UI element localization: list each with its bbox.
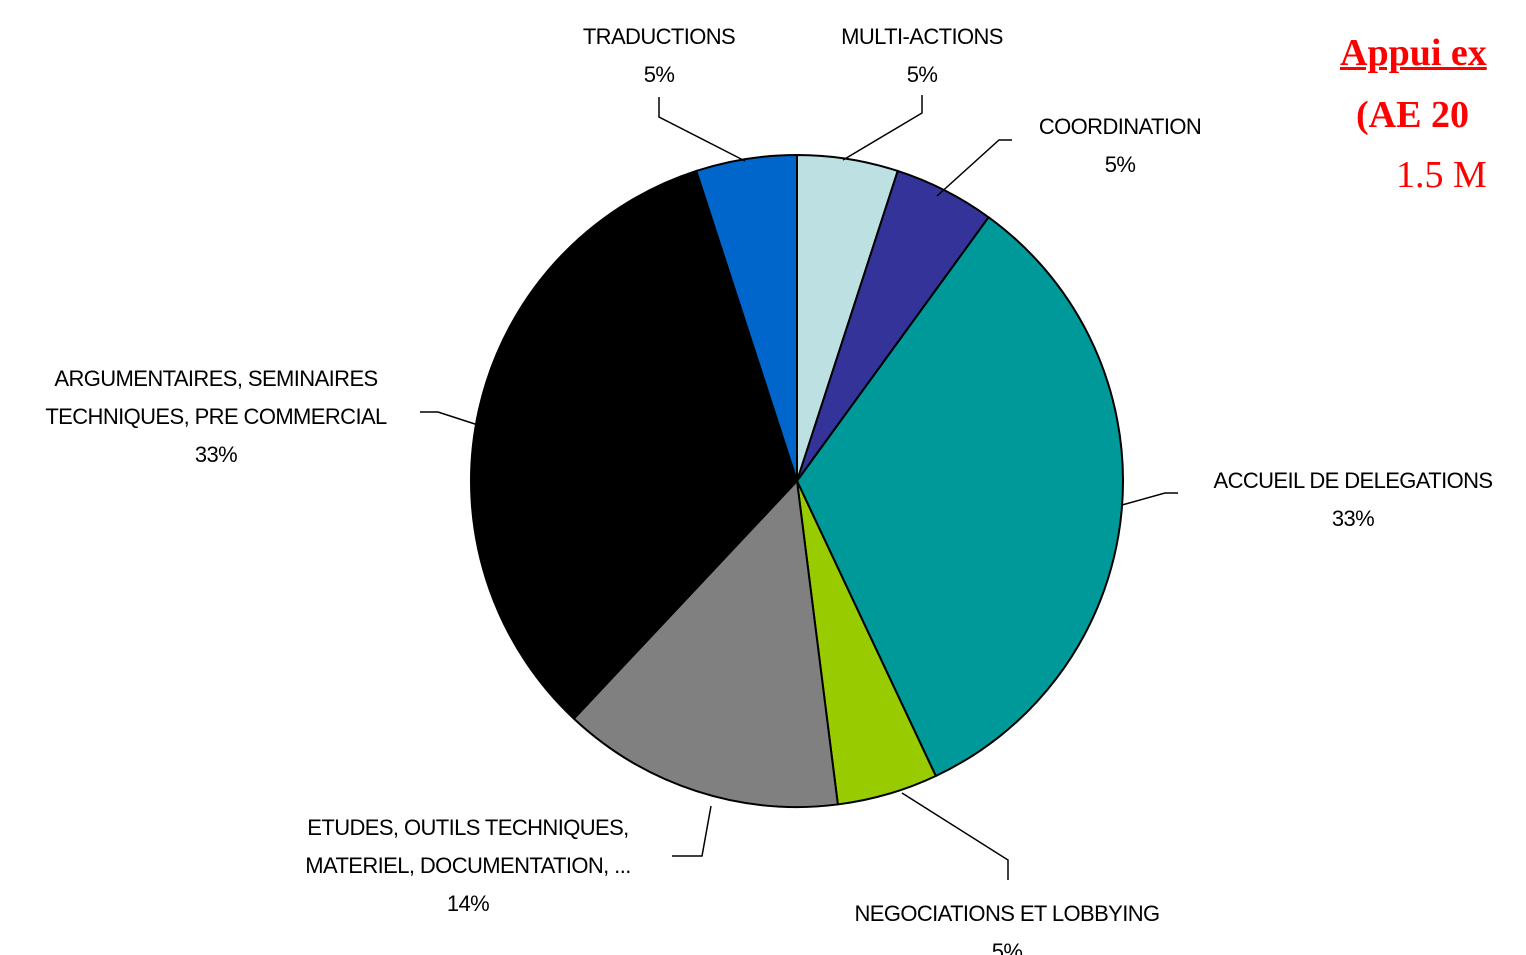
leader-line — [936, 139, 1012, 197]
slice-percent-label: 5% — [992, 939, 1023, 955]
pie-slice — [572, 480, 839, 808]
pie-slice — [796, 216, 1124, 777]
pie-slice — [695, 154, 798, 482]
chart-title-line-1: Appui ex — [1340, 32, 1487, 74]
leader-line — [901, 792, 1009, 880]
slice-category-label: MATERIEL, DOCUMENTATION, ... — [305, 853, 630, 878]
slice-percent-label: 33% — [195, 442, 237, 467]
leader-line — [658, 97, 746, 162]
slice-category-label: MULTI-ACTIONS — [841, 24, 1003, 49]
slice-percent-label: 5% — [644, 62, 675, 87]
leader-line — [672, 805, 712, 857]
slice-percent-label: 5% — [1105, 152, 1136, 177]
slice-category-label: ETUDES, OUTILS TECHNIQUES, — [307, 815, 628, 840]
slice-percent-label: 33% — [1332, 506, 1374, 531]
slice-category-label: TECHNIQUES, PRE COMMERCIAL — [45, 404, 387, 429]
slice-category-label: COORDINATION — [1039, 114, 1201, 139]
chart-title-line-3: 1.5 M — [1396, 154, 1487, 196]
pie-slices — [470, 154, 1124, 808]
slice-category-label: NEGOCIATIONS ET LOBBYING — [854, 901, 1159, 926]
slice-percent-label: 14% — [447, 891, 489, 916]
leader-line — [420, 411, 479, 426]
slice-category-label: ACCUEIL DE DELEGATIONS — [1214, 468, 1493, 493]
leader-line — [842, 95, 923, 161]
chart-title-line-2: (AE 20 — [1356, 94, 1469, 136]
slice-percent-label: 5% — [907, 62, 938, 87]
leader-line — [1121, 492, 1178, 506]
pie-labels: MULTI-ACTIONS 5% COORDINATION 5% ACCUEIL DE … — [45, 24, 1493, 955]
slice-category-label: TRADUCTIONS — [583, 24, 735, 49]
slice-category-label: ARGUMENTAIRES, SEMINAIRES — [54, 366, 377, 391]
pie-slice — [470, 169, 798, 720]
